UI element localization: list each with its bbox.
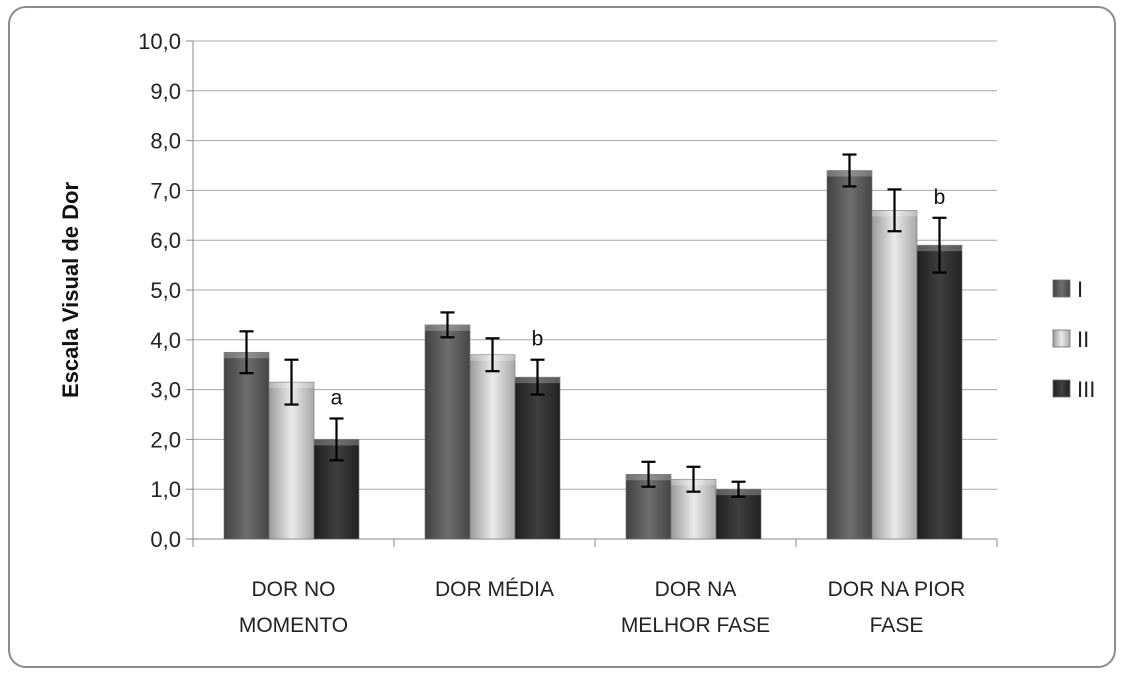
category-label: MOMENTO — [239, 614, 348, 637]
bar — [223, 351, 270, 540]
category-label: FASE — [870, 614, 924, 637]
significance-annotation: b — [934, 186, 946, 209]
y-tick-label: 0,0 — [150, 527, 181, 552]
legend-swatch — [1052, 329, 1071, 348]
y-tick-label: 1,0 — [150, 477, 181, 502]
significance-annotation: a — [331, 386, 343, 409]
legend-label: III — [1077, 377, 1095, 402]
legend-swatch — [1052, 379, 1071, 398]
y-tick-label: 8,0 — [150, 129, 181, 154]
significance-annotation: b — [532, 328, 544, 351]
bar — [871, 210, 918, 540]
y-tick-label: 2,0 — [150, 427, 181, 452]
bar — [916, 244, 963, 540]
y-tick-label: 7,0 — [150, 178, 181, 203]
legend-swatch — [1052, 279, 1071, 298]
category-label: DOR NA — [655, 578, 737, 601]
y-tick-label: 6,0 — [150, 228, 181, 253]
y-tick-label: 9,0 — [150, 79, 181, 104]
bar — [826, 170, 873, 540]
category-label: DOR NO — [252, 578, 336, 601]
y-axis-title: Escala Visual de Dor — [58, 182, 83, 398]
category-label: DOR MÉDIA — [435, 578, 554, 601]
y-tick-label: 4,0 — [150, 328, 181, 353]
bar — [469, 354, 516, 540]
category-label: DOR NA PIOR — [828, 578, 966, 601]
y-tick-label: 5,0 — [150, 278, 181, 303]
legend-label: I — [1077, 277, 1083, 302]
y-tick-label: 10,0 — [138, 29, 181, 54]
bar — [424, 324, 471, 540]
bar — [514, 376, 561, 540]
y-tick-label: 3,0 — [150, 378, 181, 403]
legend-label: II — [1077, 327, 1089, 352]
bar — [268, 381, 315, 540]
category-label: MELHOR FASE — [621, 614, 770, 637]
